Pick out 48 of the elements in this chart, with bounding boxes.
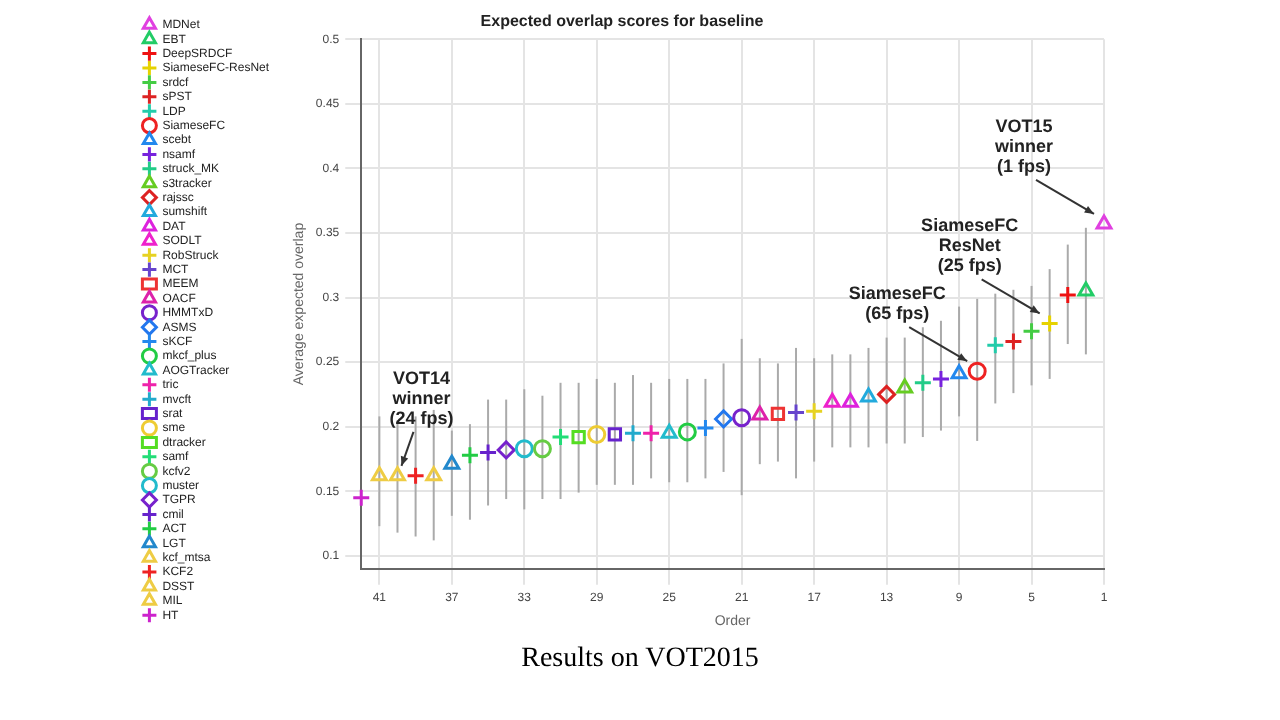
point [786, 403, 806, 422]
point [660, 423, 678, 439]
point [913, 373, 933, 393]
point [751, 405, 769, 421]
annotation: VOT15 winner (1 fps) [992, 115, 1054, 176]
point [770, 406, 786, 421]
point [695, 418, 715, 438]
point [860, 387, 877, 403]
point [607, 427, 623, 442]
point [985, 335, 1005, 355]
point [571, 429, 586, 445]
point [551, 427, 571, 447]
point [804, 401, 824, 421]
annotation: SiameseFC (65 fps) [848, 283, 947, 324]
point [967, 361, 987, 381]
point [389, 466, 406, 482]
point [931, 369, 951, 389]
point [732, 408, 752, 428]
point [1095, 214, 1113, 230]
point [1058, 285, 1078, 305]
point [587, 424, 607, 444]
point [532, 439, 552, 459]
point [877, 384, 897, 404]
point [677, 422, 697, 442]
point [823, 392, 841, 408]
point [478, 443, 498, 463]
annotation: VOT14 winner (24 fps) [389, 367, 454, 428]
text: Results on VOT2015 [519, 644, 761, 676]
point [351, 488, 371, 508]
point [406, 466, 426, 486]
point [460, 445, 480, 465]
point [714, 409, 734, 429]
point [1077, 281, 1095, 297]
point [896, 378, 914, 394]
point [370, 466, 388, 482]
point [496, 440, 516, 460]
point [443, 454, 461, 470]
point [1040, 313, 1060, 333]
point [514, 439, 534, 459]
point [641, 423, 661, 443]
point [841, 392, 859, 408]
annotation: SiameseFC ResNet (25 fps) [921, 215, 1020, 276]
point [425, 466, 443, 482]
chart-title: Expected overlap scores for baseline [480, 12, 765, 31]
point [623, 423, 643, 443]
point [950, 364, 968, 380]
point [1022, 321, 1042, 341]
point [1003, 331, 1023, 351]
